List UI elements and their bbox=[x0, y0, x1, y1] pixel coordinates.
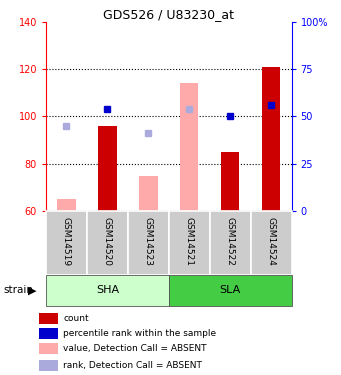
Bar bbox=[46, 211, 87, 275]
Text: SHA: SHA bbox=[96, 285, 119, 295]
Bar bbox=[221, 152, 239, 211]
Text: GSM14520: GSM14520 bbox=[103, 217, 112, 266]
Bar bbox=[39, 344, 58, 354]
Bar bbox=[210, 211, 251, 275]
Text: ▶: ▶ bbox=[28, 285, 36, 295]
Text: GSM14523: GSM14523 bbox=[144, 217, 153, 266]
Title: GDS526 / U83230_at: GDS526 / U83230_at bbox=[103, 8, 234, 21]
Bar bbox=[39, 328, 58, 339]
Text: SLA: SLA bbox=[220, 285, 241, 295]
Text: GSM14519: GSM14519 bbox=[62, 217, 71, 266]
Text: value, Detection Call = ABSENT: value, Detection Call = ABSENT bbox=[63, 344, 207, 353]
Bar bbox=[251, 211, 292, 275]
Text: strain: strain bbox=[3, 285, 33, 295]
Bar bbox=[57, 199, 76, 211]
Text: count: count bbox=[63, 314, 89, 323]
Text: GSM14522: GSM14522 bbox=[226, 217, 235, 266]
Bar bbox=[39, 360, 58, 371]
Bar bbox=[180, 83, 198, 211]
Text: GSM14521: GSM14521 bbox=[185, 217, 194, 266]
Bar bbox=[169, 211, 210, 275]
Bar bbox=[139, 176, 158, 211]
Bar bbox=[46, 275, 169, 306]
Bar bbox=[98, 126, 117, 211]
Bar bbox=[39, 313, 58, 324]
Text: rank, Detection Call = ABSENT: rank, Detection Call = ABSENT bbox=[63, 361, 202, 370]
Text: percentile rank within the sample: percentile rank within the sample bbox=[63, 329, 216, 338]
Bar bbox=[169, 275, 292, 306]
Bar bbox=[262, 67, 280, 211]
Bar bbox=[128, 211, 169, 275]
Text: GSM14524: GSM14524 bbox=[267, 217, 276, 266]
Bar bbox=[87, 211, 128, 275]
